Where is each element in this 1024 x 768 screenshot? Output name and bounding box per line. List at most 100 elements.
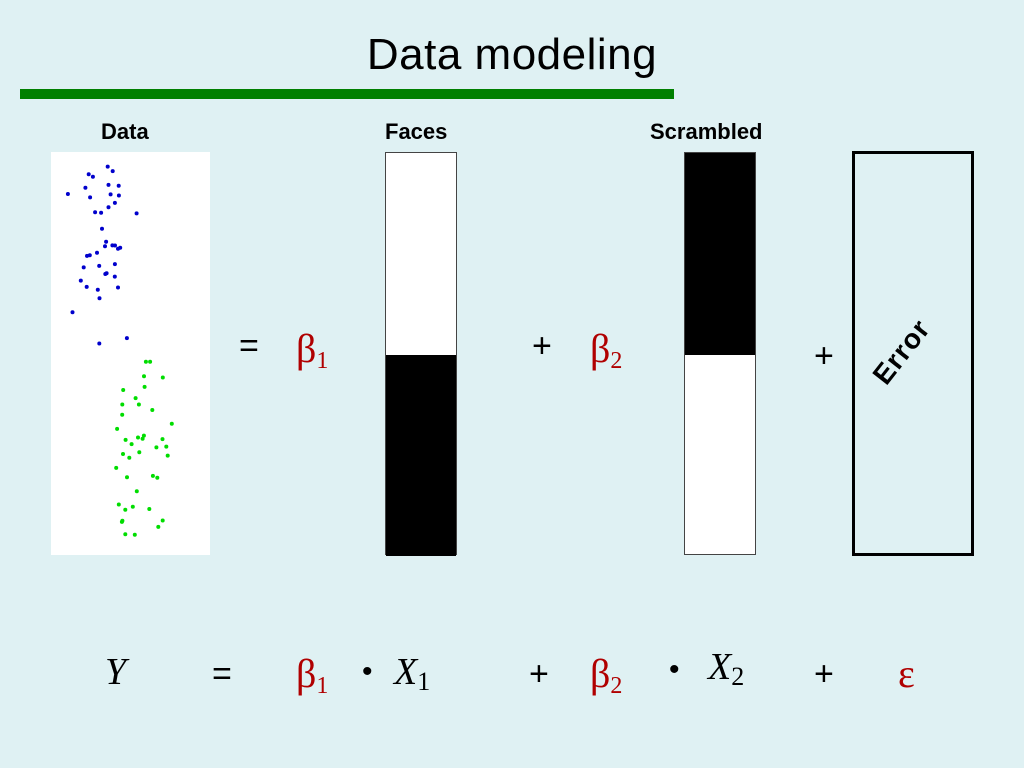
scrambled-regressor-on-block — [685, 153, 755, 355]
scrambled-condition-point — [140, 436, 145, 441]
scrambled-condition-point — [147, 507, 152, 511]
top-beta1-subscript: 1 — [316, 348, 329, 374]
scrambled-condition-point — [143, 359, 148, 364]
slide-title: Data modeling — [366, 30, 658, 79]
top-beta1: β1 — [296, 325, 328, 375]
faces-condition-point — [86, 172, 91, 177]
faces-condition-point — [108, 192, 113, 197]
scrambled-condition-point — [116, 502, 121, 507]
top-plus-sign-2: + — [814, 337, 834, 375]
scrambled-condition-point — [120, 402, 125, 407]
scrambled-condition-point — [141, 433, 146, 438]
title-underline — [20, 89, 674, 99]
scrambled-condition-point — [160, 375, 165, 380]
scrambled-condition-point — [125, 475, 129, 480]
faces-condition-point — [116, 183, 121, 188]
bottom-beta1-subscript: 1 — [316, 673, 329, 699]
scrambled-condition-point — [134, 489, 139, 494]
bottom-beta2-subscript: 2 — [610, 673, 623, 699]
scrambled-condition-point — [136, 402, 141, 407]
faces-condition-point — [83, 185, 88, 190]
bottom-beta1-symbol: β — [296, 651, 317, 696]
bottom-epsilon: ε — [898, 651, 915, 696]
faces-condition-point — [113, 243, 117, 248]
faces-condition-point — [106, 205, 111, 210]
faces-condition-point — [116, 285, 120, 290]
bottom-dot-1: • — [362, 655, 373, 688]
bottom-x2: X2 — [708, 645, 744, 692]
scrambled-condition-point — [115, 426, 120, 431]
scrambled-condition-point — [121, 388, 126, 392]
faces-condition-point — [85, 253, 89, 258]
faces-condition-point — [112, 274, 117, 279]
scrambled-condition-point — [164, 444, 169, 449]
faces-condition-point — [106, 182, 111, 187]
faces-condition-point — [65, 192, 70, 196]
faces-condition-point — [95, 287, 100, 292]
scrambled-condition-point — [165, 453, 170, 458]
scrambled-condition-point — [121, 452, 125, 456]
faces-condition-point — [93, 210, 98, 215]
bottom-x2-symbol: X — [708, 646, 732, 688]
faces-condition-point — [97, 296, 102, 301]
top-beta2-subscript: 2 — [610, 348, 623, 374]
faces-condition-point — [97, 341, 102, 346]
bottom-plus-sign-1: + — [529, 655, 549, 693]
scrambled-condition-point — [137, 450, 142, 455]
faces-condition-point — [84, 284, 89, 289]
bottom-dot-2: • — [669, 653, 680, 686]
data-label: Data — [101, 119, 149, 144]
scrambled-label: Scrambled — [650, 119, 763, 144]
top-plus-sign-1: + — [532, 327, 552, 365]
scrambled-condition-point — [132, 532, 137, 537]
scrambled-condition-point — [123, 507, 128, 512]
top-equals-sign: = — [239, 327, 259, 365]
scrambled-condition-point — [154, 445, 159, 450]
faces-condition-point — [95, 250, 99, 255]
scrambled-condition-point — [156, 524, 161, 529]
scrambled-condition-point — [133, 396, 138, 401]
scrambled-condition-point — [169, 421, 174, 426]
scrambled-condition-point — [129, 442, 134, 447]
scrambled-regressor-bar — [684, 152, 756, 555]
faces-condition-point — [112, 262, 117, 267]
data-scatter-plot — [65, 164, 174, 537]
scrambled-condition-point — [136, 435, 140, 440]
scrambled-condition-point — [123, 532, 128, 537]
scrambled-condition-point — [142, 374, 146, 379]
top-beta2: β2 — [590, 325, 622, 375]
scrambled-condition-point — [123, 437, 128, 442]
bottom-x1-subscript: 1 — [417, 667, 431, 696]
bottom-equals-sign: = — [212, 655, 232, 693]
faces-condition-point — [99, 210, 104, 215]
faces-condition-point — [90, 174, 95, 179]
scrambled-condition-point — [155, 475, 160, 480]
faces-condition-point — [105, 164, 110, 169]
scrambled-condition-point — [150, 408, 155, 412]
scrambled-condition-point — [148, 359, 153, 364]
scrambled-condition-point — [160, 437, 165, 442]
bottom-beta1: β1 — [296, 650, 328, 700]
scrambled-condition-point — [130, 504, 135, 509]
scrambled-condition-point — [150, 473, 155, 478]
bottom-x1-symbol: X — [394, 651, 418, 693]
faces-condition-point — [124, 336, 129, 341]
bottom-x2-subscript: 2 — [731, 662, 745, 691]
top-beta1-symbol: β — [296, 326, 317, 371]
scrambled-condition-point — [120, 412, 125, 417]
bottom-beta2: β2 — [590, 650, 622, 700]
faces-condition-point — [134, 211, 139, 216]
faces-condition-point — [104, 239, 109, 244]
bottom-plus-sign-2: + — [814, 655, 834, 693]
scrambled-condition-point — [160, 518, 165, 523]
scrambled-condition-point — [114, 465, 119, 470]
faces-label: Faces — [385, 119, 448, 144]
data-panel — [51, 152, 210, 555]
faces-condition-point — [78, 278, 83, 283]
faces-regressor-on-block — [386, 354, 456, 556]
faces-condition-point — [118, 245, 123, 250]
faces-condition-point — [104, 271, 109, 276]
scrambled-condition-point — [142, 384, 147, 389]
faces-condition-point — [88, 195, 93, 200]
faces-condition-point — [100, 226, 104, 231]
